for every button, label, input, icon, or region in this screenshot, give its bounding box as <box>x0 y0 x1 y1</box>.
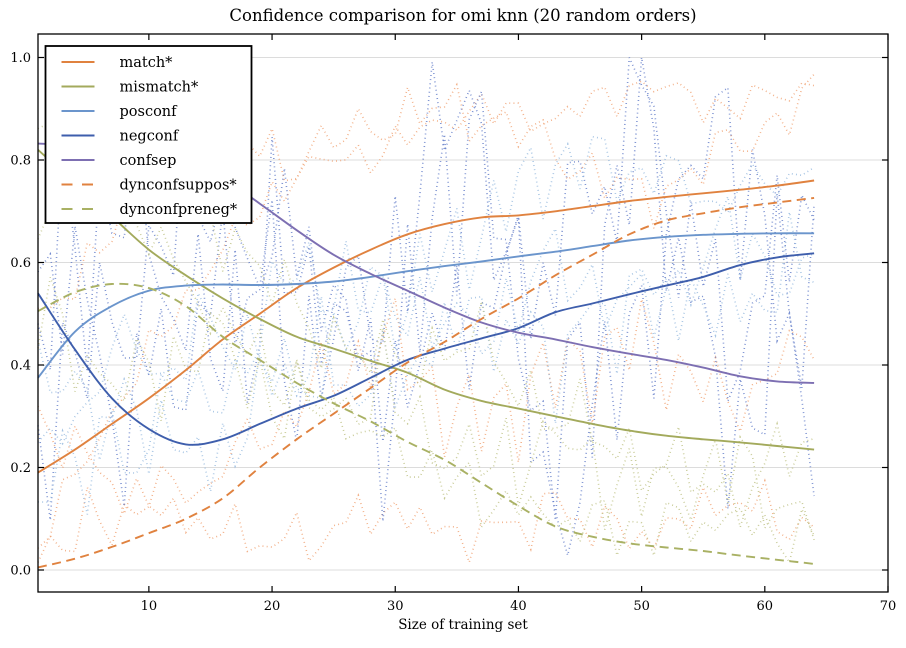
series-dynconfpreneg <box>37 282 815 565</box>
legend-item-posconf: posconf <box>61 104 179 120</box>
y-tick-label: 0.8 <box>10 154 31 169</box>
y-tick-label: 0.6 <box>10 256 31 271</box>
legend-item-dynconfsuppos: dynconfsuppos* <box>61 178 238 194</box>
series-posconf <box>37 232 815 379</box>
dotted-run-lightblue <box>37 211 815 515</box>
x-tick-label: 60 <box>757 599 774 614</box>
legend-item-match: match* <box>61 55 174 71</box>
legend-item-dynconfpreneg: dynconfpreneg* <box>61 202 238 218</box>
legend-label: posconf <box>120 104 179 120</box>
dotted-run-olive <box>37 125 815 531</box>
y-tick-label: 0.4 <box>10 359 31 374</box>
y-tick-label: 0.0 <box>10 564 31 579</box>
series-match <box>37 179 815 474</box>
legend-frame <box>44 45 253 224</box>
legend-label: confsep <box>120 153 177 169</box>
x-tick-label: 40 <box>510 599 527 614</box>
dotted-run-lightblue <box>37 193 815 474</box>
legend-item-negconf: negconf <box>61 129 180 145</box>
x-axis-label: Size of training set <box>398 617 528 633</box>
x-tick-label: 20 <box>264 599 281 614</box>
series-mismatch <box>37 149 815 451</box>
dotted-runs-layer <box>37 57 815 565</box>
legend-label: match* <box>120 55 174 71</box>
dotted-run-lightblue <box>37 135 815 446</box>
legend-label: negconf <box>120 129 180 145</box>
dotted-run-orange <box>37 80 815 549</box>
x-tick-label: 70 <box>880 599 897 614</box>
dotted-run-olive <box>37 276 815 541</box>
axes-layer: 10 20 30 40 50 60 70 0.0 0.2 0.4 0.6 0.8 1.0 <box>10 33 897 614</box>
series-negconf <box>37 252 815 446</box>
y-tick-label: 1.0 <box>10 51 31 66</box>
dotted-run-blue <box>37 57 815 507</box>
plot-border <box>37 33 889 593</box>
x-tick-label: 50 <box>633 599 650 614</box>
series-dynconfsuppos <box>37 196 815 569</box>
legend-box: match* mismatch* posconf negconf confsep dync… <box>44 45 253 224</box>
legend-label: mismatch* <box>120 80 200 96</box>
x-tick-label: 30 <box>387 599 404 614</box>
dotted-run-orange <box>37 298 815 563</box>
x-tick-label: 10 <box>141 599 158 614</box>
legend-item-mismatch: mismatch* <box>61 80 200 96</box>
y-tick-label: 0.2 <box>10 461 31 476</box>
legend-label: dynconfsuppos* <box>120 178 238 194</box>
legend-item-confsep: confsep <box>61 153 177 169</box>
legend-label: dynconfpreneg* <box>120 202 238 218</box>
chart-title: Confidence comparison for omi knn (20 ra… <box>229 6 696 25</box>
